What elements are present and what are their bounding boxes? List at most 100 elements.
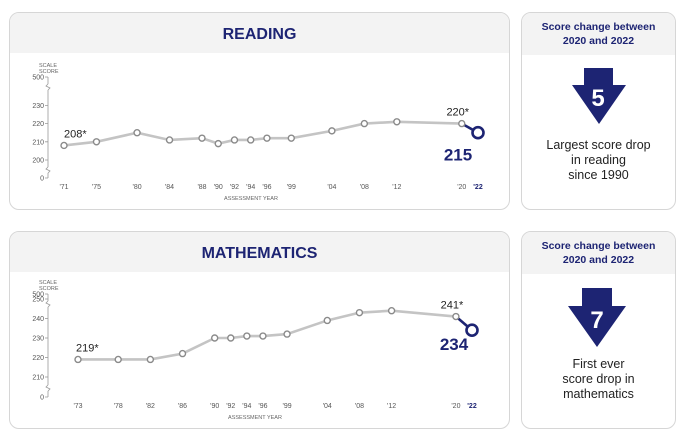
math-data-point	[452, 312, 460, 321]
math-x-tick-label: '73	[73, 403, 82, 410]
math-caption-line: mathematics	[563, 387, 634, 401]
reading-data-point	[263, 134, 271, 142]
math-x-tick-label: '90	[210, 403, 219, 410]
math-y-tick-label: 220	[32, 355, 44, 362]
reading-data-point	[393, 118, 401, 126]
reading-x-tick-label: '96	[262, 184, 271, 191]
math-x-tick-label: '78	[114, 403, 123, 410]
math-x-tick-label: '86	[178, 403, 187, 410]
math-down-arrow-shape	[568, 288, 626, 347]
reading-x-tick-label: '94	[246, 184, 255, 191]
math-change-heading-bar	[522, 232, 675, 274]
reading-final-data-point	[471, 125, 485, 140]
reading-change-heading-line1: Score change between	[541, 21, 656, 33]
math-final-data-point	[465, 323, 479, 337]
reading-y-tick-label: 210	[32, 139, 44, 146]
math-change-heading-line1: Score change between	[541, 240, 656, 252]
reading-data-point	[328, 127, 336, 135]
reading-data-point	[198, 134, 206, 142]
math-title-bar	[10, 232, 509, 272]
reading-chart-panel: READING SCALE SCORE 0 200 210 220 230 500 '71 '75…	[9, 12, 510, 210]
reading-data-point	[230, 136, 239, 144]
reading-x-tick-label: '71	[59, 184, 68, 191]
math-title: MATHEMATICS	[201, 245, 318, 262]
math-y-tick-label: 240	[32, 316, 44, 323]
math-x-axis-title: ASSESSMENT YEAR	[228, 415, 282, 421]
math-change-panel: Score change between 2020 and 2022 7 Fir…	[521, 231, 676, 429]
reading-title: READING	[222, 26, 297, 43]
reading-change-heading: Score change between 2020 and 2022	[522, 20, 675, 48]
math-data-point	[283, 330, 291, 338]
math-data-point	[146, 355, 155, 364]
reading-data-point	[247, 136, 255, 144]
reading-x-axis-title: ASSESSMENT YEAR	[224, 196, 278, 202]
reading-data-point	[60, 141, 68, 150]
math-change-heading-line2: 2020 and 2022	[562, 254, 635, 266]
reading-x-tick-label: '20	[457, 184, 466, 191]
reading-y-axis-break-top	[45, 83, 51, 91]
reading-change-heading-line2: 2020 and 2022	[562, 35, 635, 47]
reading-data-point	[214, 139, 222, 148]
math-data-point	[227, 334, 235, 342]
reading-x-tick-label: '08	[360, 184, 369, 191]
math-y-axis-break-top	[45, 300, 51, 308]
reading-y-tick-label: 220	[32, 121, 44, 128]
reading-x-tick-label: '88	[197, 184, 206, 191]
reading-change-caption: Largest score drop in reading since 1990	[522, 138, 675, 183]
math-data-point	[323, 316, 331, 325]
math-data-point	[114, 355, 122, 364]
math-caption-line: First ever	[572, 357, 625, 371]
math-point-annotation: 241*	[441, 300, 464, 312]
reading-x-tick-label-final: '22	[473, 184, 483, 191]
math-data-point	[387, 306, 396, 315]
math-x-tick-label: '96	[258, 403, 267, 410]
math-y-tick-label: 500	[32, 292, 44, 299]
math-change-heading: Score change between 2020 and 2022	[522, 239, 675, 267]
reading-title-bar	[10, 13, 509, 53]
math-change-caption: First ever score drop in mathematics	[522, 357, 675, 402]
reading-x-tick-label: '99	[287, 184, 296, 191]
math-x-tick-label: '99	[282, 403, 291, 410]
reading-y-tick-label: 500	[32, 75, 44, 82]
reading-data-point	[165, 136, 174, 144]
math-data-point	[243, 332, 251, 340]
reading-y-axis-break-bottom	[45, 166, 51, 174]
math-x-tick-label: '94	[242, 403, 251, 410]
reading-x-tick-label: '80	[132, 184, 141, 191]
reading-x-tick-label: '12	[392, 184, 401, 191]
math-down-arrow-icon: 7	[568, 288, 626, 347]
reading-data-point	[458, 119, 466, 128]
math-data-point	[74, 355, 82, 364]
reading-y-axis-label-line: SCALE	[39, 63, 57, 69]
reading-change-panel: Score change between 2020 and 2022 5 Lar…	[521, 12, 676, 210]
reading-down-arrow-icon: 5	[572, 68, 626, 124]
reading-final-score-label: 215	[444, 146, 472, 165]
reading-y-tick-label: 230	[32, 103, 44, 110]
math-score-change: 7	[590, 307, 603, 334]
reading-point-annotation: 208*	[64, 128, 87, 140]
reading-caption-line: in reading	[571, 153, 626, 167]
reading-y-tick-label: 0	[40, 176, 44, 183]
math-caption-line: score drop in	[562, 372, 635, 386]
reading-data-point	[287, 134, 295, 142]
math-x-tick-label: '12	[387, 403, 396, 410]
math-y-tick-label: 230	[32, 336, 44, 343]
math-x-tick-label: '08	[355, 403, 364, 410]
reading-data-point	[133, 128, 141, 137]
reading-x-tick-label: '90	[214, 184, 223, 191]
reading-y-axis-label-line: SCORE	[39, 69, 59, 75]
reading-data-point	[92, 138, 101, 146]
reading-y-tick-label: 200	[32, 158, 44, 165]
reading-down-arrow-shape	[572, 68, 626, 124]
reading-change-heading-bar	[522, 13, 675, 55]
reading-caption-line: Largest score drop	[546, 138, 651, 152]
math-y-tick-label: 0	[40, 395, 44, 402]
math-data-point	[178, 349, 187, 358]
math-y-axis-label-line: SCALE	[39, 280, 57, 286]
math-y-axis-break-bottom	[45, 384, 51, 392]
math-x-tick-label: '92	[226, 403, 235, 410]
math-y-tick-label: 210	[32, 375, 44, 382]
reading-x-tick-label: '92	[230, 184, 239, 191]
reading-data-point	[360, 119, 369, 128]
